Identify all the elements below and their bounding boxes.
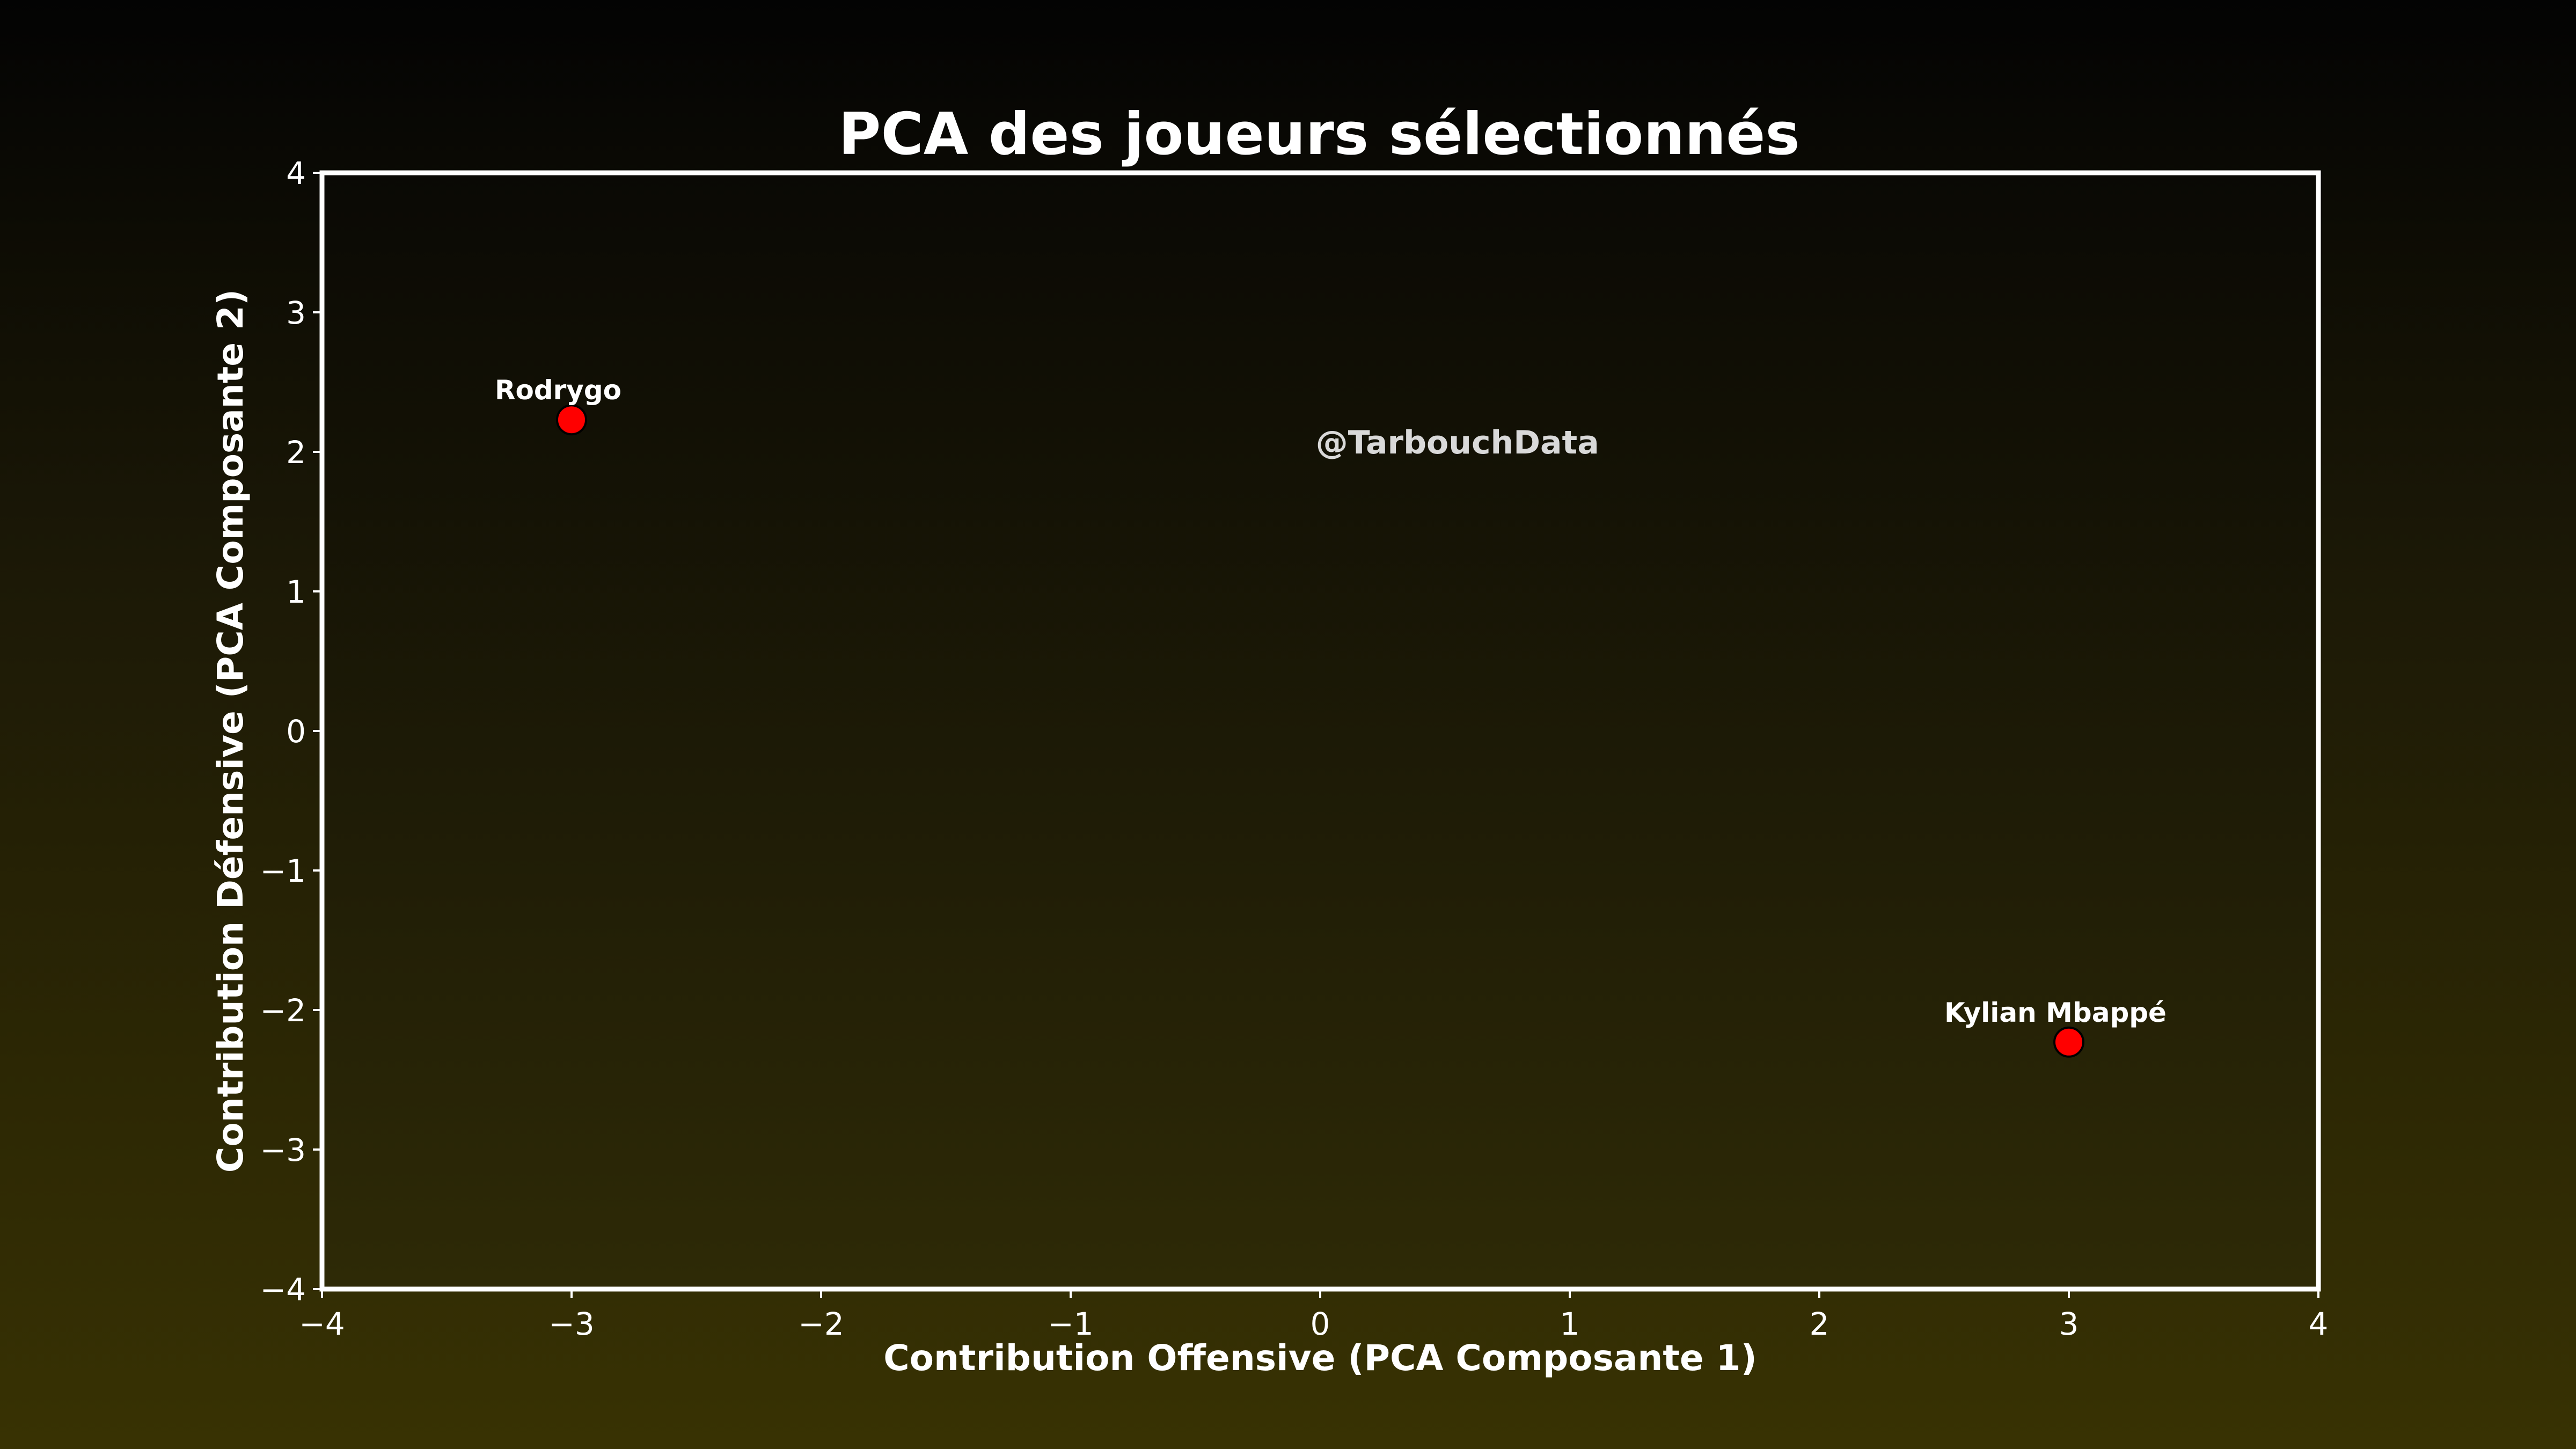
chart-title: PCA des joueurs sélectionnés [838, 101, 1799, 168]
x-tick-label: −3 [548, 1306, 595, 1342]
y-tick-label: 4 [286, 155, 306, 192]
annotations-layer: @TarbouchData [1316, 424, 1599, 462]
x-tick-label: 4 [2309, 1306, 2329, 1342]
y-tick-label: −2 [260, 992, 306, 1029]
scatter-point [556, 404, 587, 436]
x-tick-label: 3 [2059, 1306, 2079, 1342]
y-axis-label: Contribution Défensive (PCA Composante 2… [210, 289, 251, 1173]
y-tick-label: −4 [260, 1271, 306, 1308]
point-label: Kylian Mbappé [1944, 997, 2167, 1028]
x-tick-label: −2 [798, 1306, 844, 1342]
y-tick-label: −1 [260, 853, 306, 889]
x-axis-ticks: −4 −3 −2 −1 0 1 2 3 4 [299, 1289, 2328, 1342]
plot-area [319, 170, 2321, 1292]
y-tick-label: 3 [286, 295, 306, 331]
data-points-layer: Rodrygo Kylian Mbappé [495, 375, 2167, 1058]
point-label: Rodrygo [495, 375, 621, 406]
y-tick-label: 1 [286, 574, 306, 610]
y-axis-ticks: −4 −3 −2 −1 0 1 2 3 4 [260, 155, 322, 1308]
y-tick-label: 2 [286, 434, 306, 471]
x-tick-label: −1 [1048, 1306, 1094, 1342]
scatter-point [2053, 1026, 2084, 1058]
watermark-annotation: @TarbouchData [1316, 424, 1599, 462]
y-tick-label: 0 [286, 713, 306, 750]
x-axis-label: Contribution Offensive (PCA Composante 1… [883, 1337, 1757, 1379]
x-tick-label: 2 [1810, 1306, 1829, 1342]
x-tick-label: 1 [1560, 1306, 1580, 1342]
x-tick-label: −4 [299, 1306, 345, 1342]
y-tick-label: −3 [260, 1132, 306, 1168]
x-tick-label: 0 [1311, 1306, 1330, 1342]
